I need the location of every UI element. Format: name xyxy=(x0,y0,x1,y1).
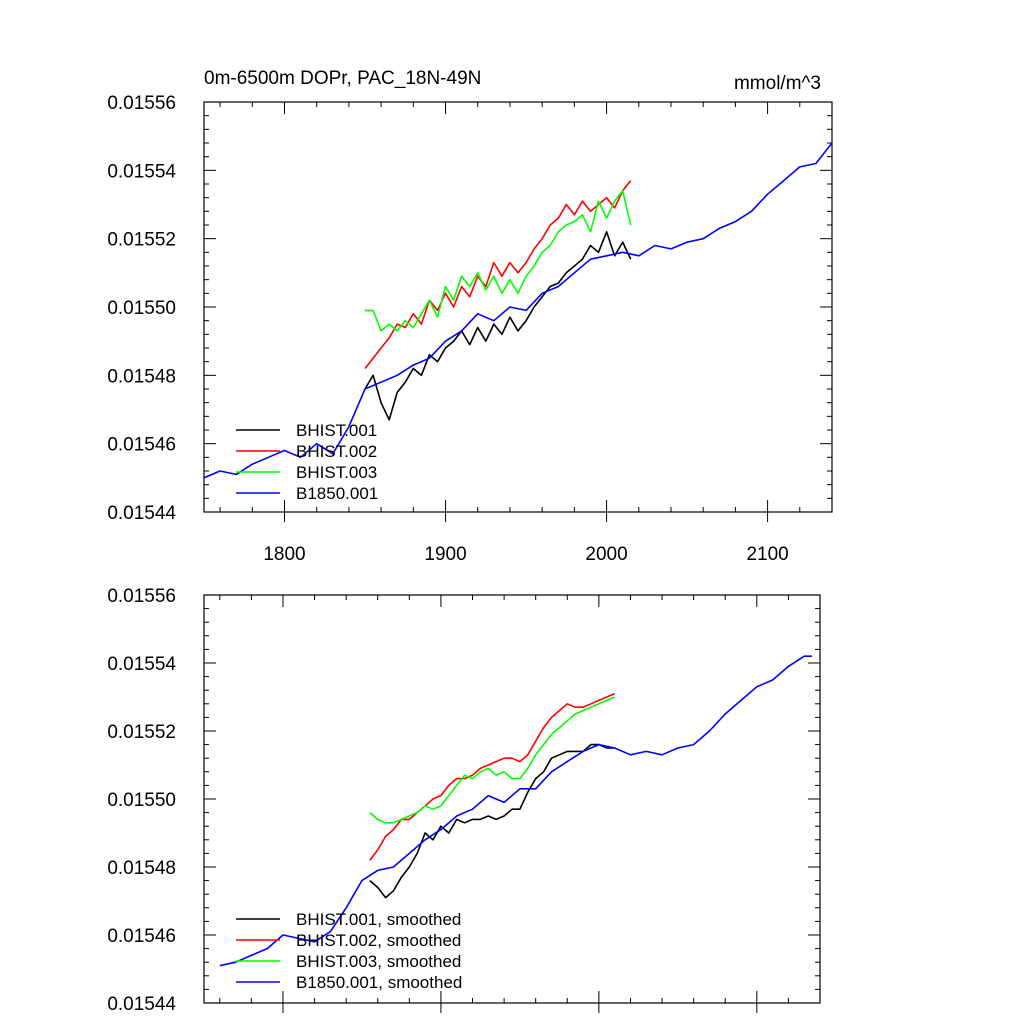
series-line-bhist-002 xyxy=(364,180,632,369)
series-line-bhist-003 xyxy=(365,190,632,332)
y-tick-label: 0.01556 xyxy=(107,93,176,114)
top-panel: 0m-6500m DOPr, PAC_18N-49N mmol/m^3 1800… xyxy=(107,68,833,565)
y-tick-label: 0.01544 xyxy=(107,994,176,1015)
legend-label: BHIST.002 xyxy=(296,442,377,461)
y-tick-label: 0.01548 xyxy=(107,858,176,879)
y-tick-label: 0.01544 xyxy=(107,503,176,524)
y-tick-label: 0.01548 xyxy=(107,366,176,387)
y-tick-label: 0.01550 xyxy=(107,298,176,319)
y-tick-label: 0.01554 xyxy=(107,654,176,675)
legend-label: BHIST.003 xyxy=(296,463,377,482)
series-line-b1850-001-smoothed xyxy=(219,655,813,967)
y-tick-label: 0.01556 xyxy=(107,586,176,607)
x-tick-label: 1800 xyxy=(263,544,305,565)
x-tick-label: 1900 xyxy=(424,544,466,565)
bottom-panel: 0.01544 0.01546 0.01548 0.01550 0.01552 0.015… xyxy=(107,586,821,1015)
top-panel-title: 0m-6500m DOPr, PAC_18N-49N xyxy=(204,68,481,89)
x-tick-label: 2100 xyxy=(746,544,788,565)
series-line-bhist-001-smoothed xyxy=(369,743,615,899)
y-tick-label: 0.01546 xyxy=(107,435,176,456)
series-line-bhist-003-smoothed xyxy=(369,696,616,824)
legend-label: BHIST.002, smoothed xyxy=(296,931,461,950)
top-panel-units: mmol/m^3 xyxy=(734,73,821,94)
y-tick-label: 0.01550 xyxy=(107,790,176,811)
y-tick-label: 0.01554 xyxy=(107,161,176,182)
series-line-b1850-001 xyxy=(204,142,832,479)
y-tick-label: 0.01546 xyxy=(107,926,176,947)
x-tick-label: 2000 xyxy=(585,544,627,565)
legend-label: BHIST.003, smoothed xyxy=(296,952,461,971)
legend-label: BHIST.001, smoothed xyxy=(296,910,461,929)
y-tick-label: 0.01552 xyxy=(107,230,176,251)
legend-label: BHIST.001 xyxy=(296,421,377,440)
legend-label: B1850.001 xyxy=(296,484,378,503)
y-tick-label: 0.01552 xyxy=(107,722,176,743)
series-line-bhist-001 xyxy=(364,231,632,421)
legend-label: B1850.001, smoothed xyxy=(296,973,462,992)
series-line-bhist-002-smoothed xyxy=(369,692,616,861)
